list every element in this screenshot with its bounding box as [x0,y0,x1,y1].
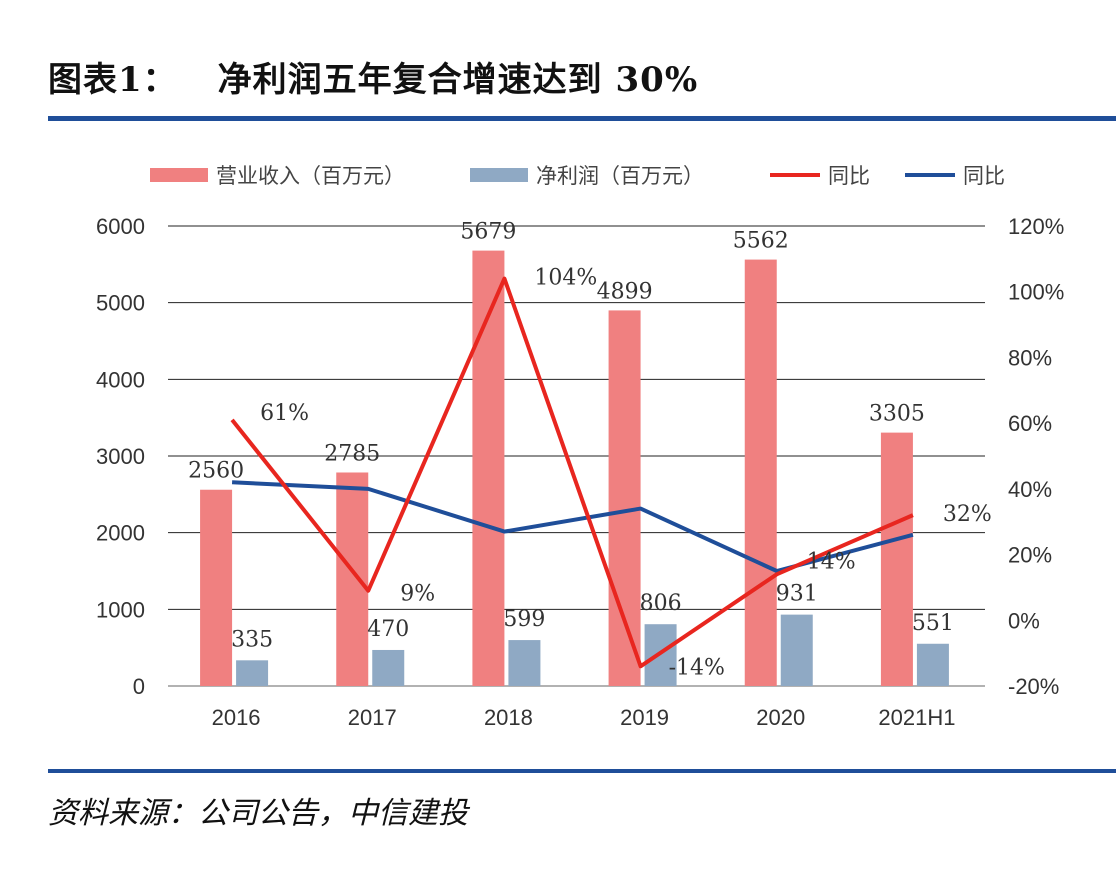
profit-bar [508,640,541,686]
profit-value-label: 931 [776,582,818,607]
right-tick-label: 60% [1008,411,1052,436]
revenue-yoy-line [230,276,914,669]
right-tick-label: 20% [1008,543,1052,568]
profit-bar [236,660,269,686]
right-tick-label: 80% [1008,345,1052,370]
figure-number: 图表1： [48,60,178,100]
revenue-bar [472,250,505,687]
legend-label: 净利润（百万元） [536,164,704,188]
legend-label: 同比 [963,164,1005,188]
profit-value-label: 470 [367,617,409,642]
right-tick-label: 40% [1008,477,1052,502]
revenue-bar [336,472,369,686]
right-tick-label: 120% [1008,214,1064,239]
yoy-value-label: 61% [260,401,309,426]
revenue-bar [200,489,233,686]
yoy-value-label: 9% [400,582,435,607]
legend-swatch [470,168,528,182]
x-tick-label: 2019 [620,705,669,730]
revenue-value-label: 2785 [324,441,380,466]
figure-caption: 净利润五年复合增速达到 30% [217,60,699,100]
x-tick-label: 2020 [756,705,805,730]
yoy-value-label: 32% [943,502,992,527]
top-rule [48,116,1116,121]
x-tick-label: 2017 [348,705,397,730]
revenue-value-label: 5679 [460,220,516,245]
legend-label: 营业收入（百万元） [216,164,405,188]
left-tick-label: 0 [133,674,145,699]
revenue-value-label: 3305 [869,402,925,427]
bottom-rule [48,769,1116,773]
profit-value-label: 599 [503,607,545,632]
revenue-bar [744,259,777,686]
right-tick-label: -20% [1008,674,1059,699]
yoy-value-label: -14% [669,655,725,680]
profit-value-label: 806 [640,591,682,616]
profit-bar [372,649,405,686]
left-tick-label: 6000 [96,214,145,239]
profit-bar [916,643,949,686]
revenue-value-label: 2560 [188,459,244,484]
left-tick-label: 5000 [96,291,145,316]
x-tick-label: 2016 [212,705,261,730]
legend-label: 同比 [828,164,870,188]
right-tick-label: 100% [1008,280,1064,305]
left-tick-label: 3000 [96,444,145,469]
yoy-value-label: 104% [534,266,597,291]
legend-swatch [150,168,208,182]
combo-chart: 0 1000 2000 3000 4000 5000 6000 -20% 0% 20% 40% 60%… [96,164,1064,730]
source-note: 资料来源：公司公告，中信建投 [48,796,468,831]
revenue-value-label: 4899 [597,279,653,304]
revenue-bar [880,432,913,686]
revenue-bar [608,310,641,686]
profit-value-label: 551 [912,611,954,636]
yoy-value-label: 14% [807,549,856,574]
x-tick-label: 2018 [484,705,533,730]
right-tick-label: 0% [1008,608,1040,633]
chart-title: 图表1： 净利润五年复合增速达到 30% [48,52,698,101]
revenue-value-label: 5562 [733,229,789,254]
profit-bar [780,614,813,686]
x-tick-label: 2021H1 [878,705,955,730]
left-tick-label: 2000 [96,521,145,546]
left-tick-label: 4000 [96,367,145,392]
left-tick-label: 1000 [96,597,145,622]
profit-value-label: 335 [231,627,273,652]
